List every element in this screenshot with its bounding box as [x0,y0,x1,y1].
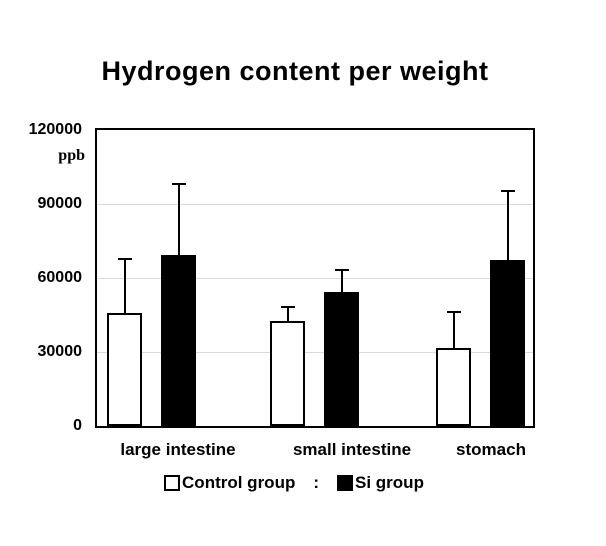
error-bar-line-control-group-large-intestine [123,258,126,313]
error-bar-cap-si-group-stomach [500,190,515,193]
error-bar-line-control-group-stomach [452,311,455,349]
error-bar-line-control-group-small-intestine [286,306,289,322]
y-axis-tick-label-90000: 90000 [37,195,83,212]
y-axis-tick-label-0: 0 [73,417,82,434]
x-axis-label-large-intestine: large intestine [120,440,236,459]
si-group-swatch-icon [337,475,354,491]
gridline-30000 [97,352,533,353]
y-axis-tick-label-120000: 120000 [28,121,82,138]
bar-si-group-large-intestine [161,254,196,426]
error-bar-cap-si-group-small-intestine [334,269,349,272]
gridline-90000 [97,204,533,205]
bar-control-group-large-intestine [107,312,142,426]
error-bar-cap-si-group-large-intestine [171,183,186,186]
error-bar-line-si-group-stomach [506,190,509,260]
legend-item-si-group: Si group [337,472,424,494]
error-bar-cap-control-group-small-intestine [280,306,295,309]
y-axis-tick-label-60000: 60000 [37,269,83,286]
legend-label-control-group: Control group [182,473,296,492]
legend-item-control-group: Control group [164,472,295,494]
error-bar-cap-control-group-stomach [446,311,461,314]
x-axis-label-small-intestine: small intestine [292,440,412,459]
y-axis-tick-label-30000: 30000 [37,343,83,360]
plot-area [95,128,535,428]
gridline-60000 [97,278,533,279]
bar-si-group-small-intestine [324,291,359,426]
legend-label-si-group: Si group [355,473,424,492]
x-axis-label-stomach: stomach [456,440,526,459]
legend: Control group : Si group [0,472,588,494]
control-group-swatch-icon [164,475,181,491]
error-bar-line-si-group-small-intestine [340,269,343,292]
legend-separator: : [313,473,320,492]
chart-title: Hydrogen content per weight [101,56,489,86]
bar-control-group-small-intestine [270,321,305,426]
bar-control-group-stomach [436,348,471,426]
error-bar-cap-control-group-large-intestine [117,258,132,261]
bar-si-group-stomach [490,259,525,426]
y-axis-unit-label: ppb [58,147,85,164]
error-bar-line-si-group-large-intestine [177,183,180,255]
